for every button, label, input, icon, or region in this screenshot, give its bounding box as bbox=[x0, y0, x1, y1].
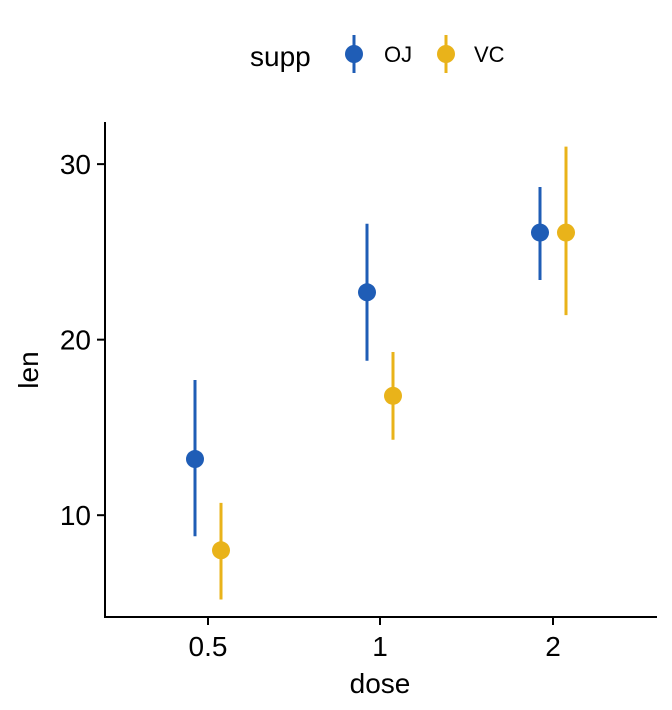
legend-label-oj: OJ bbox=[384, 42, 412, 67]
point-vc-1 bbox=[384, 386, 402, 405]
point-vc-0.5 bbox=[212, 541, 230, 560]
y-tick-label-10: 10 bbox=[60, 500, 91, 531]
y-tick-label-20: 20 bbox=[60, 325, 91, 356]
legend-key-vc bbox=[437, 35, 455, 73]
ticks: 10 20 30 0.5 1 2 bbox=[60, 149, 561, 662]
y-axis-title: len bbox=[13, 351, 44, 388]
legend-key-oj bbox=[345, 35, 363, 73]
x-axis-title: dose bbox=[350, 668, 411, 699]
x-tick-label-0.5: 0.5 bbox=[189, 631, 228, 662]
point-oj-1 bbox=[358, 283, 376, 302]
legend-key-vc-point bbox=[437, 45, 455, 63]
legend: supp OJ VC bbox=[250, 35, 505, 73]
data-marks bbox=[186, 146, 575, 600]
y-tick-label-30: 30 bbox=[60, 149, 91, 180]
point-vc-2 bbox=[557, 223, 575, 242]
point-oj-2 bbox=[531, 223, 549, 242]
legend-title: supp bbox=[250, 41, 311, 72]
legend-key-oj-point bbox=[345, 45, 363, 63]
x-tick-label-2: 2 bbox=[545, 631, 561, 662]
point-oj-0.5 bbox=[186, 450, 204, 469]
legend-label-vc: VC bbox=[474, 42, 505, 67]
x-tick-label-1: 1 bbox=[372, 631, 388, 662]
